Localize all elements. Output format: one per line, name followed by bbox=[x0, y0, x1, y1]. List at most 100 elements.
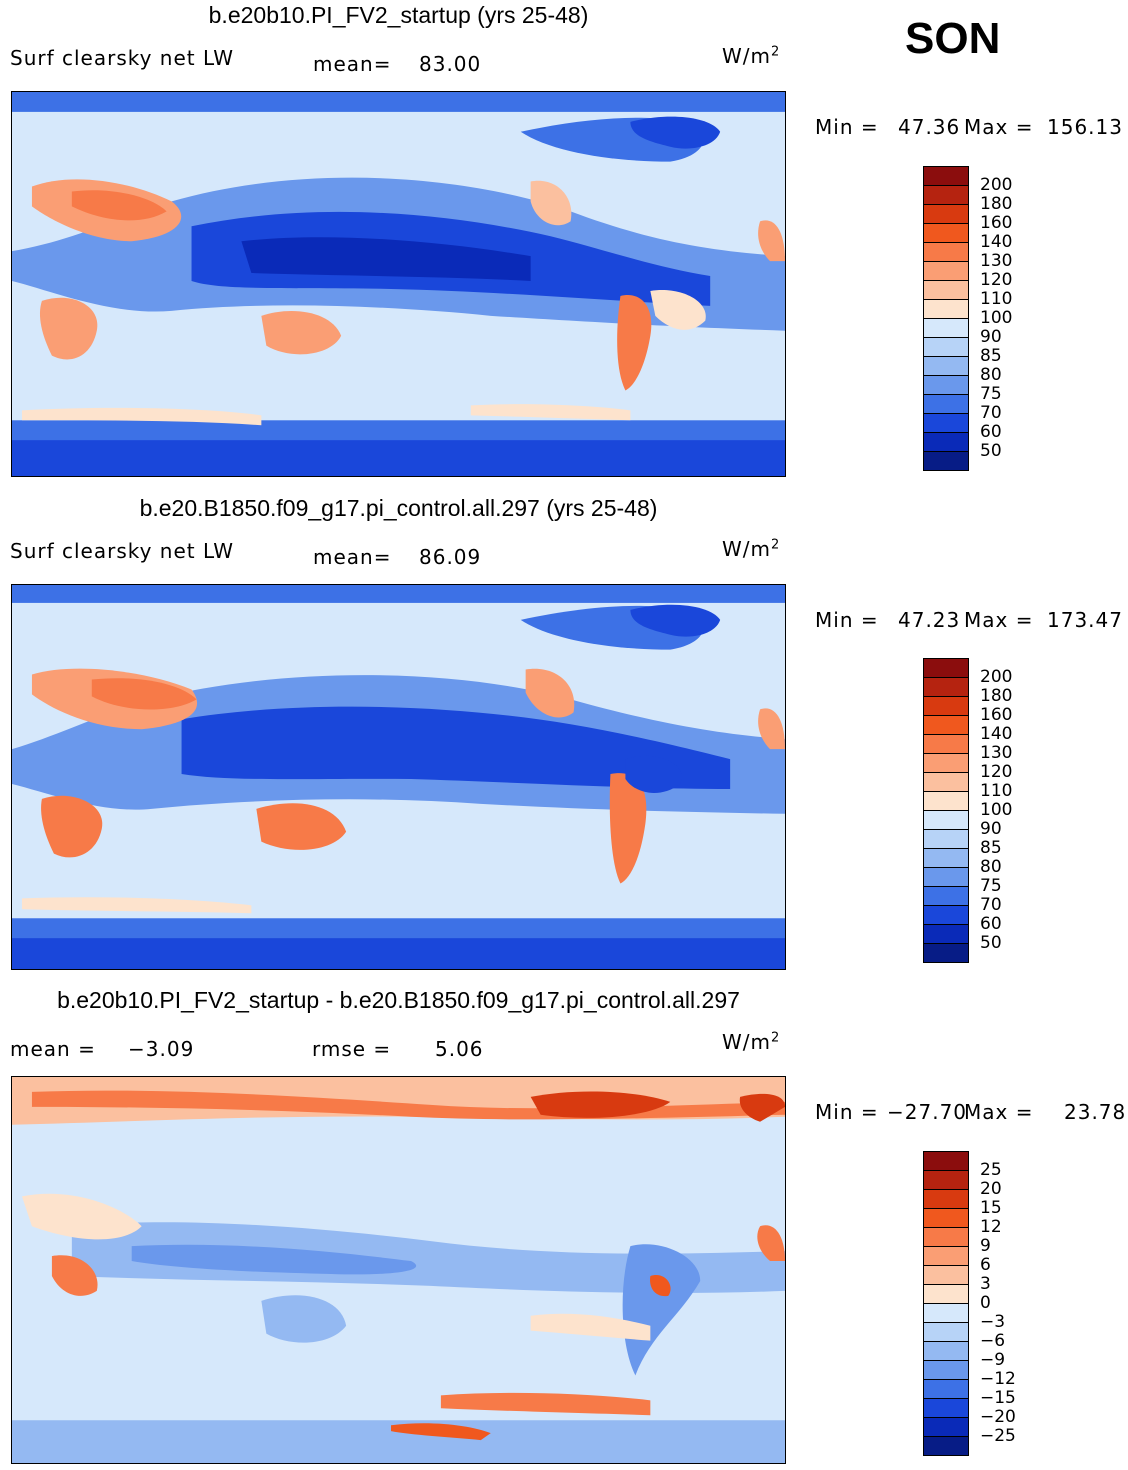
colorbar-tick-label: 180 bbox=[980, 193, 1013, 214]
colorbar-swatch bbox=[924, 1170, 968, 1189]
colorbar-tick-label: 140 bbox=[980, 231, 1013, 252]
colorbar-swatch bbox=[924, 337, 968, 356]
colorbar-tick-label: 50 bbox=[980, 933, 1002, 954]
panel-2-title: b.e20.B1850.f09_g17.pi_control.all.297 (… bbox=[139, 495, 658, 521]
colorbar-tick-label: 80 bbox=[980, 857, 1002, 878]
colorbar-tick-label: 180 bbox=[980, 685, 1013, 706]
panel-2-max-label: Max = bbox=[964, 608, 1034, 632]
panel-2-units: W/m2 bbox=[722, 537, 781, 561]
colorbar-swatch bbox=[924, 1398, 968, 1417]
colorbar-tick-label: 9 bbox=[980, 1235, 991, 1256]
colorbar-swatch bbox=[924, 1379, 968, 1398]
colorbar-swatch bbox=[924, 753, 968, 772]
colorbar-swatch bbox=[924, 659, 968, 677]
colorbar-swatch bbox=[924, 432, 968, 451]
colorbar-tick-label: 160 bbox=[980, 212, 1013, 233]
colorbar-swatch bbox=[924, 185, 968, 204]
panel-3-rmse-label: rmse = bbox=[312, 1037, 392, 1061]
colorbar-swatch bbox=[924, 375, 968, 394]
colorbar-swatch bbox=[924, 1208, 968, 1227]
panel-1-max-label: Max = bbox=[964, 115, 1034, 139]
colorbar-tick-label: 6 bbox=[980, 1254, 991, 1275]
colorbar-tick-label: 70 bbox=[980, 403, 1002, 424]
panel-2-map bbox=[11, 584, 786, 970]
colorbar-tick-label: 100 bbox=[980, 308, 1013, 328]
colorbar-swatch bbox=[924, 848, 968, 867]
panel-1-colorbar bbox=[923, 166, 969, 471]
colorbar-swatch bbox=[924, 299, 968, 318]
colorbar-tick-label: 90 bbox=[980, 327, 1002, 348]
colorbar-tick-label: 15 bbox=[980, 1197, 1002, 1218]
colorbar-swatch bbox=[924, 1360, 968, 1379]
colorbar-tick-label: 60 bbox=[980, 422, 1002, 443]
colorbar-tick-label: −12 bbox=[980, 1369, 1016, 1390]
colorbar-tick-label: −9 bbox=[980, 1350, 1006, 1371]
colorbar-swatch bbox=[924, 677, 968, 696]
colorbar-swatch bbox=[924, 318, 968, 337]
colorbar-swatch bbox=[924, 905, 968, 924]
panel-3-max-value: 23.78 bbox=[1064, 1100, 1127, 1124]
colorbar-swatch bbox=[924, 223, 968, 242]
colorbar-swatch bbox=[924, 1303, 968, 1322]
panel-2-variable: Surf clearsky net LW bbox=[10, 539, 235, 563]
colorbar-tick-label: 60 bbox=[980, 914, 1002, 935]
colorbar-tick-label: 130 bbox=[980, 742, 1013, 763]
colorbar-tick-label: 25 bbox=[980, 1159, 1002, 1180]
panel-1-map bbox=[11, 91, 786, 477]
colorbar-swatch bbox=[924, 791, 968, 810]
colorbar-tick-label: 110 bbox=[980, 780, 1013, 801]
panel-2-min-value: 47.23 bbox=[898, 608, 961, 632]
colorbar-tick-label: 200 bbox=[980, 666, 1013, 687]
colorbar-swatch bbox=[924, 204, 968, 223]
panel-1-units: W/m2 bbox=[722, 44, 781, 68]
colorbar-swatch bbox=[924, 1189, 968, 1208]
panel-2-mean-value: 86.09 bbox=[419, 545, 482, 569]
colorbar-swatch bbox=[924, 1246, 968, 1265]
colorbar-tick-label: 120 bbox=[980, 761, 1013, 782]
colorbar-tick-label: 85 bbox=[980, 838, 1002, 859]
panel-3-mean-label: mean = bbox=[10, 1037, 96, 1061]
colorbar-swatch bbox=[924, 413, 968, 432]
colorbar-swatch bbox=[924, 1417, 968, 1436]
colorbar-swatch bbox=[924, 696, 968, 715]
colorbar-tick-label: 120 bbox=[980, 269, 1013, 290]
colorbar-swatch bbox=[924, 1322, 968, 1341]
colorbar-tick-label: −15 bbox=[980, 1388, 1016, 1409]
panel-3-max-label: Max = bbox=[964, 1100, 1034, 1124]
panel-2-colorbar bbox=[923, 658, 969, 963]
panel-3-map bbox=[11, 1076, 786, 1464]
panel-3-mean-value: −3.09 bbox=[128, 1037, 195, 1061]
colorbar-swatch bbox=[924, 924, 968, 943]
colorbar-tick-label: 140 bbox=[980, 723, 1013, 744]
panel-3-units: W/m2 bbox=[722, 1030, 781, 1054]
colorbar-tick-label: 75 bbox=[980, 876, 1002, 897]
colorbar-swatch bbox=[924, 1227, 968, 1246]
panel-3-min-value: −27.70 bbox=[887, 1100, 968, 1124]
colorbar-tick-label: 110 bbox=[980, 288, 1013, 309]
panel-2-mean-label: mean= bbox=[313, 545, 392, 569]
panel-1-max-value: 156.13 bbox=[1047, 115, 1123, 139]
panel-1-map-field bbox=[12, 92, 785, 476]
panel-1-min-value: 47.36 bbox=[898, 115, 961, 139]
season-label: SON bbox=[905, 14, 1001, 63]
panel-2-max-value: 173.47 bbox=[1047, 608, 1123, 632]
colorbar-tick-label: 90 bbox=[980, 819, 1002, 840]
colorbar-swatch bbox=[924, 167, 968, 185]
colorbar-swatch bbox=[924, 1284, 968, 1303]
colorbar-tick-label: −20 bbox=[980, 1407, 1016, 1428]
colorbar-tick-label: −25 bbox=[980, 1426, 1016, 1447]
colorbar-swatch bbox=[924, 943, 968, 962]
panel-3-colorbar bbox=[923, 1151, 969, 1456]
panel-3-min-label: Min = bbox=[815, 1100, 879, 1124]
colorbar-tick-label: 130 bbox=[980, 250, 1013, 271]
colorbar-tick-label: 100 bbox=[980, 800, 1013, 820]
colorbar-swatch bbox=[924, 829, 968, 848]
colorbar-tick-label: 3 bbox=[980, 1273, 991, 1294]
colorbar-swatch bbox=[924, 280, 968, 299]
colorbar-tick-label: −6 bbox=[980, 1331, 1006, 1352]
colorbar-swatch bbox=[924, 772, 968, 791]
panel-1-variable: Surf clearsky net LW bbox=[10, 46, 235, 70]
colorbar-tick-label: 160 bbox=[980, 704, 1013, 725]
panel-3-map-field bbox=[12, 1077, 785, 1463]
colorbar-swatch bbox=[924, 886, 968, 905]
